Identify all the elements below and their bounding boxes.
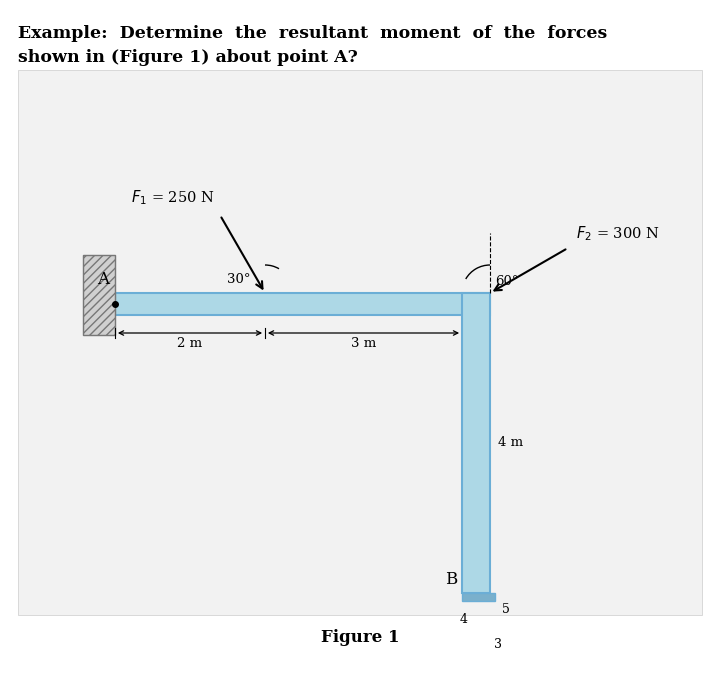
Text: $F_2$ = 300 N: $F_2$ = 300 N xyxy=(576,224,660,243)
Text: 4: 4 xyxy=(460,613,468,626)
Text: Figure 1: Figure 1 xyxy=(320,629,400,647)
Text: 30°: 30° xyxy=(227,273,251,286)
Text: 5: 5 xyxy=(502,603,510,616)
Bar xyxy=(83,255,115,335)
Bar xyxy=(462,293,490,593)
Text: 2 m: 2 m xyxy=(177,337,202,350)
Text: 4 m: 4 m xyxy=(498,437,523,450)
Bar xyxy=(462,593,495,601)
Text: shown in (Figure 1) about point A?: shown in (Figure 1) about point A? xyxy=(18,49,358,66)
Text: Example:  Determine  the  resultant  moment  of  the  forces: Example: Determine the resultant moment … xyxy=(18,25,607,42)
Text: 3: 3 xyxy=(494,638,502,651)
Text: $F_1$ = 250 N: $F_1$ = 250 N xyxy=(131,188,215,207)
Text: 60°: 60° xyxy=(495,275,518,288)
Text: B: B xyxy=(445,571,457,588)
Bar xyxy=(115,293,490,315)
Bar xyxy=(18,70,702,615)
Text: 3 m: 3 m xyxy=(351,337,376,350)
Bar xyxy=(83,255,115,335)
Text: A: A xyxy=(97,271,109,288)
